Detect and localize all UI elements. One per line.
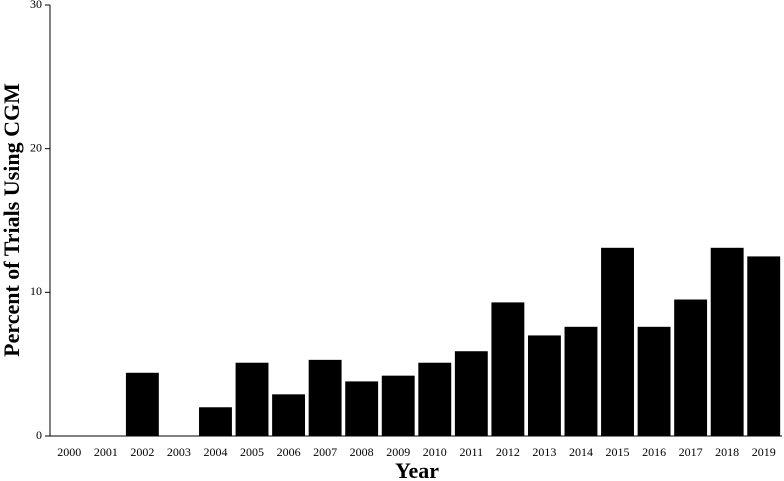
x-tick-label: 2008 — [350, 445, 374, 459]
x-axis-title: Year — [395, 458, 439, 481]
x-tick-label: 2000 — [57, 445, 81, 459]
x-tick-label: 2002 — [130, 445, 154, 459]
x-tick-label: 2014 — [569, 445, 593, 459]
bar — [345, 381, 379, 436]
bar — [710, 247, 744, 436]
bar — [381, 375, 415, 436]
x-tick-label: 2007 — [313, 445, 337, 459]
x-tick-label: 2004 — [203, 445, 227, 459]
x-tick-label: 2003 — [167, 445, 191, 459]
bar — [564, 326, 598, 436]
x-tick-label: 2005 — [240, 445, 264, 459]
x-tick-label: 2016 — [642, 445, 666, 459]
bar — [747, 256, 781, 436]
x-tick-label: 2015 — [606, 445, 630, 459]
bar — [527, 335, 561, 436]
x-tick-label: 2017 — [679, 445, 703, 459]
x-tick-label: 2019 — [752, 445, 776, 459]
bar — [454, 351, 488, 436]
y-axis-title: Percent of Trials Using CGM — [0, 83, 24, 357]
bar — [235, 362, 269, 436]
y-tick-label: 10 — [30, 284, 42, 298]
bar — [125, 372, 159, 436]
y-tick-label: 0 — [36, 428, 42, 442]
x-tick-label: 2012 — [496, 445, 520, 459]
bar — [308, 359, 342, 436]
bar — [199, 407, 232, 436]
x-tick-label: 2009 — [386, 445, 410, 459]
bar — [601, 247, 634, 436]
x-tick-label: 2006 — [277, 445, 301, 459]
bar — [491, 302, 525, 436]
bar — [272, 394, 306, 436]
x-tick-label: 2018 — [715, 445, 739, 459]
x-tick-label: 2011 — [460, 445, 484, 459]
bar — [674, 299, 708, 436]
bar — [418, 362, 452, 436]
x-tick-label: 2010 — [423, 445, 447, 459]
y-tick-label: 20 — [30, 140, 42, 154]
x-tick-label: 2001 — [94, 445, 118, 459]
y-tick-label: 30 — [30, 0, 42, 11]
bar — [637, 326, 671, 436]
x-tick-label: 2013 — [532, 445, 556, 459]
